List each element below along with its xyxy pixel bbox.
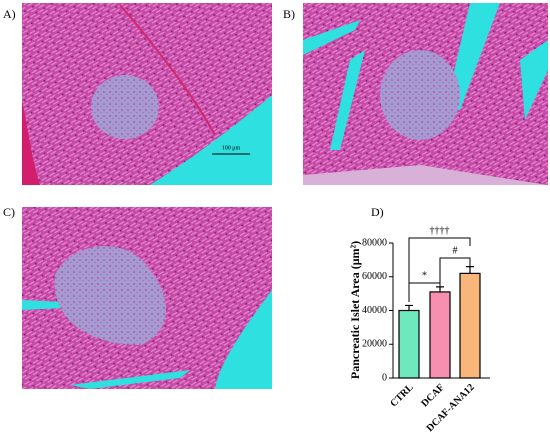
x-tick-label: DCAF	[419, 382, 446, 409]
y-tick-label: 60000	[362, 271, 387, 282]
image-c	[22, 207, 272, 389]
y-tick-label: 20000	[362, 339, 387, 350]
bar	[398, 309, 420, 379]
x-tick-label: CTRL	[388, 382, 416, 410]
significance-bracket	[408, 237, 471, 298]
panel-label: C)	[3, 205, 15, 219]
significance-label: #	[453, 245, 458, 256]
image-b	[303, 3, 548, 185]
significance-bracket	[439, 257, 471, 285]
image-a	[22, 3, 272, 185]
y-axis-label: Pancreatic Islet Area (μm²)	[348, 241, 362, 379]
bar	[459, 272, 481, 379]
y-tick-label: 80000	[362, 237, 387, 248]
y-tick-label: 40000	[362, 305, 387, 316]
error-bar	[405, 304, 413, 311]
panel-label: A)	[3, 7, 16, 21]
y-tick-label: 0	[382, 372, 387, 383]
bar	[429, 291, 451, 379]
panel-label: D)	[371, 205, 384, 219]
significance-label: ††††	[430, 225, 450, 236]
significance-label: *	[422, 270, 427, 281]
scale-bar-label: 100 μm	[222, 145, 241, 151]
panel-label: B)	[283, 7, 295, 21]
